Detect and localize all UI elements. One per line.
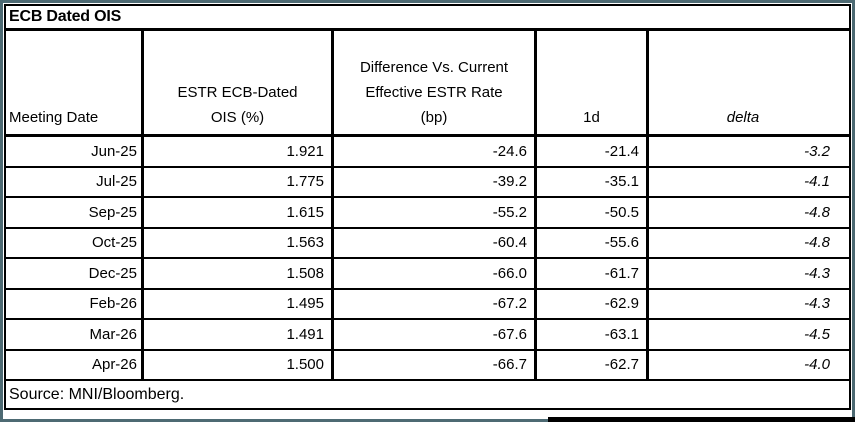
cell-meeting-date: Dec-25 [6, 259, 144, 288]
source-note: Source: MNI/Bloomberg. [9, 385, 185, 403]
cell-delta: -4.1 [804, 173, 830, 191]
cell-1d: -55.6 [537, 228, 649, 257]
cell-diff-bp: -67.2 [334, 289, 537, 318]
header-meeting-date-label: Meeting Date [9, 109, 99, 126]
header-meeting-date: Meeting Date [6, 31, 144, 134]
cell-diff-bp: -39.2 [334, 167, 537, 196]
clipped-next-table-border [548, 417, 855, 422]
cell-diff-bp: -66.7 [334, 350, 537, 379]
cell-ois: 1.615 [144, 198, 334, 227]
table-row: Oct-25 1.563 -60.4 -55.6 -4.8 [6, 228, 849, 259]
cell-meeting-date: Sep-25 [6, 198, 144, 227]
cell-diff-bp: -66.0 [334, 259, 537, 288]
cell-diff-bp: -24.6 [334, 137, 537, 166]
cell-delta: -3.2 [804, 142, 830, 160]
cell-ois: 1.508 [144, 259, 334, 288]
cell-1d: -21.4 [537, 137, 649, 166]
table-title: ECB Dated OIS [6, 6, 849, 31]
cell-ois: 1.491 [144, 320, 334, 349]
cell-1d: -61.7 [537, 259, 649, 288]
cell-meeting-date: Jul-25 [6, 167, 144, 196]
cell-ois: 1.921 [144, 137, 334, 166]
cell-meeting-date: Feb-26 [6, 289, 144, 318]
table-row: Mar-26 1.491 -67.6 -63.1 -4.5 [6, 320, 849, 351]
cell-delta: -4.8 [804, 203, 830, 221]
cell-diff-bp: -55.2 [334, 198, 537, 227]
cell-1d: -35.1 [537, 167, 649, 196]
table-row: Apr-26 1.500 -66.7 -62.7 -4.0 [6, 350, 849, 381]
cell-delta: -4.5 [804, 325, 830, 343]
cell-meeting-date: Apr-26 [6, 350, 144, 379]
cell-diff-bp: -60.4 [334, 228, 537, 257]
cell-ois: 1.495 [144, 289, 334, 318]
table-header-row: Meeting Date ESTR ECB-Dated OIS (%) Diff… [6, 31, 849, 137]
cell-1d: -50.5 [537, 198, 649, 227]
header-difference-bp: Difference Vs. Current Effective ESTR Ra… [334, 31, 537, 134]
cell-delta: -4.3 [804, 295, 830, 313]
table-row: Dec-25 1.508 -66.0 -61.7 -4.3 [6, 259, 849, 290]
header-delta: delta [726, 109, 760, 126]
cell-1d: -62.7 [537, 350, 649, 379]
cell-ois: 1.500 [144, 350, 334, 379]
cell-ois: 1.563 [144, 228, 334, 257]
cell-delta: -4.3 [804, 264, 830, 282]
cell-1d: -63.1 [537, 320, 649, 349]
cell-diff-bp: -67.6 [334, 320, 537, 349]
cell-meeting-date: Jun-25 [6, 137, 144, 166]
cell-meeting-date: Oct-25 [6, 228, 144, 257]
header-1d: 1d [537, 31, 649, 134]
cell-delta: -4.0 [804, 356, 830, 374]
header-ois: ESTR ECB-Dated OIS (%) [144, 31, 334, 134]
table-row: Jun-25 1.921 -24.6 -21.4 -3.2 [6, 137, 849, 168]
ecb-dated-ois-table: ECB Dated OIS Meeting Date ESTR ECB-Date… [4, 4, 851, 410]
sheet-background: ECB Dated OIS Meeting Date ESTR ECB-Date… [3, 3, 855, 422]
cell-1d: -62.9 [537, 289, 649, 318]
table-row: Feb-26 1.495 -67.2 -62.9 -4.3 [6, 289, 849, 320]
cell-ois: 1.775 [144, 167, 334, 196]
cell-delta: -4.8 [804, 234, 830, 252]
table-row: Sep-25 1.615 -55.2 -50.5 -4.8 [6, 198, 849, 229]
cell-meeting-date: Mar-26 [6, 320, 144, 349]
table-row: Jul-25 1.775 -39.2 -35.1 -4.1 [6, 167, 849, 198]
